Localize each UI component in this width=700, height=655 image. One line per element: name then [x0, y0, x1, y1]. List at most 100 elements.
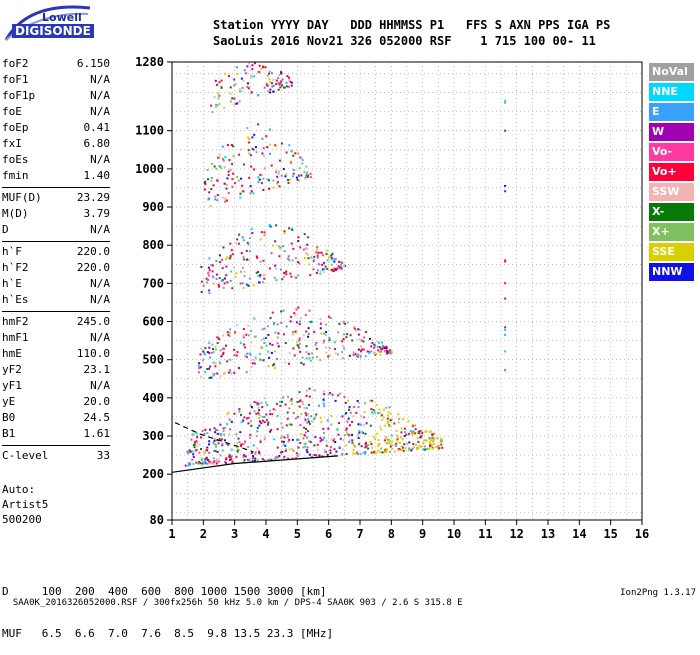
echo-point — [373, 438, 376, 441]
echo-point — [230, 249, 233, 252]
echo-point — [377, 449, 380, 452]
echo-point — [412, 442, 415, 445]
echo-point — [283, 457, 286, 460]
echo-point — [372, 412, 375, 415]
echo-point — [236, 73, 239, 76]
echo-point — [192, 434, 195, 437]
param-row: foF1 N/A — [2, 72, 110, 88]
echo-point — [378, 341, 381, 344]
echo-point — [303, 442, 306, 445]
echo-point — [235, 433, 238, 436]
echo-point — [205, 281, 208, 284]
echo-point — [299, 156, 302, 159]
echo-point — [408, 432, 411, 435]
x-tick-label: 9 — [419, 527, 426, 541]
echo-point — [319, 251, 322, 254]
echo-point — [259, 173, 262, 176]
echo-point — [320, 332, 323, 335]
echo-point — [306, 413, 309, 416]
echo-point — [188, 449, 191, 452]
height-profile-line — [171, 455, 339, 473]
echo-point — [359, 354, 362, 357]
echo-point — [338, 260, 341, 263]
echo-point — [248, 236, 251, 239]
echo-point — [390, 434, 393, 437]
echo-point — [370, 345, 373, 348]
echo-point — [270, 72, 273, 75]
echo-point — [376, 345, 379, 348]
echo-point — [288, 407, 291, 410]
echo-point — [343, 346, 346, 349]
echo-point — [403, 435, 406, 438]
echo-point — [232, 103, 235, 106]
echo-point — [268, 78, 271, 81]
echo-point — [378, 350, 381, 353]
echo-point — [232, 145, 235, 148]
echo-point — [247, 324, 250, 327]
echo-point — [226, 281, 229, 284]
echo-point — [302, 437, 305, 440]
autoscale-info: Auto: Artist5 500200 — [2, 482, 48, 527]
echo-point — [282, 440, 285, 443]
echo-point — [253, 168, 256, 171]
echo-point — [298, 167, 301, 170]
echo-point — [263, 234, 266, 237]
echo-point — [376, 340, 379, 343]
echo-point — [211, 343, 214, 346]
echo-point — [434, 446, 437, 449]
param-value: 110.0 — [76, 347, 110, 360]
echo-point — [218, 438, 221, 441]
echo-point — [253, 358, 256, 361]
echo-point — [267, 333, 270, 336]
scaled-parameters-panel: foF2 6.150 foF1 N/A foF1p N/A foE N/A foEp 0.41 fx… — [2, 56, 110, 464]
echo-point — [223, 439, 226, 442]
echo-point — [303, 426, 306, 429]
echo-point — [319, 327, 322, 330]
echo-point — [425, 430, 428, 433]
echo-point — [329, 269, 332, 272]
echo-point — [309, 320, 312, 323]
echo-point — [222, 334, 225, 337]
echo-point — [357, 453, 360, 456]
echo-point — [198, 362, 201, 365]
echo-point — [362, 451, 365, 454]
echo-point — [215, 460, 218, 463]
echo-point — [243, 416, 246, 419]
echo-point — [414, 432, 417, 435]
echo-point — [236, 238, 239, 241]
echo-point — [316, 256, 319, 259]
echo-point — [191, 433, 194, 436]
echo-point — [333, 257, 336, 260]
echo-point — [263, 341, 266, 344]
echo-point — [267, 421, 270, 424]
echo-point — [214, 443, 217, 446]
echo-point — [330, 438, 333, 441]
echo-point — [283, 250, 286, 253]
echo-point — [253, 459, 256, 462]
echo-point — [208, 440, 211, 443]
echo-point — [226, 183, 229, 186]
echo-point — [328, 354, 331, 357]
echo-point — [214, 431, 217, 434]
echo-point — [247, 446, 250, 449]
echo-point — [381, 451, 384, 454]
echo-point — [346, 321, 349, 324]
echo-point — [370, 451, 373, 454]
echo-point — [380, 348, 383, 351]
echo-point — [280, 436, 283, 439]
echo-point — [277, 345, 280, 348]
echo-point — [297, 306, 300, 309]
echo-point — [247, 416, 250, 419]
echo-point — [276, 446, 279, 449]
x-tick-label: 3 — [231, 527, 238, 541]
echo-point — [229, 328, 232, 331]
echo-point — [386, 448, 389, 451]
echo-point — [206, 272, 209, 275]
echo-point — [359, 355, 362, 358]
echo-point — [441, 446, 444, 449]
echo-point — [224, 156, 227, 159]
echo-point — [308, 387, 311, 390]
param-name: hmF1 — [2, 331, 29, 344]
echo-point — [304, 419, 307, 422]
echo-point — [314, 454, 317, 457]
